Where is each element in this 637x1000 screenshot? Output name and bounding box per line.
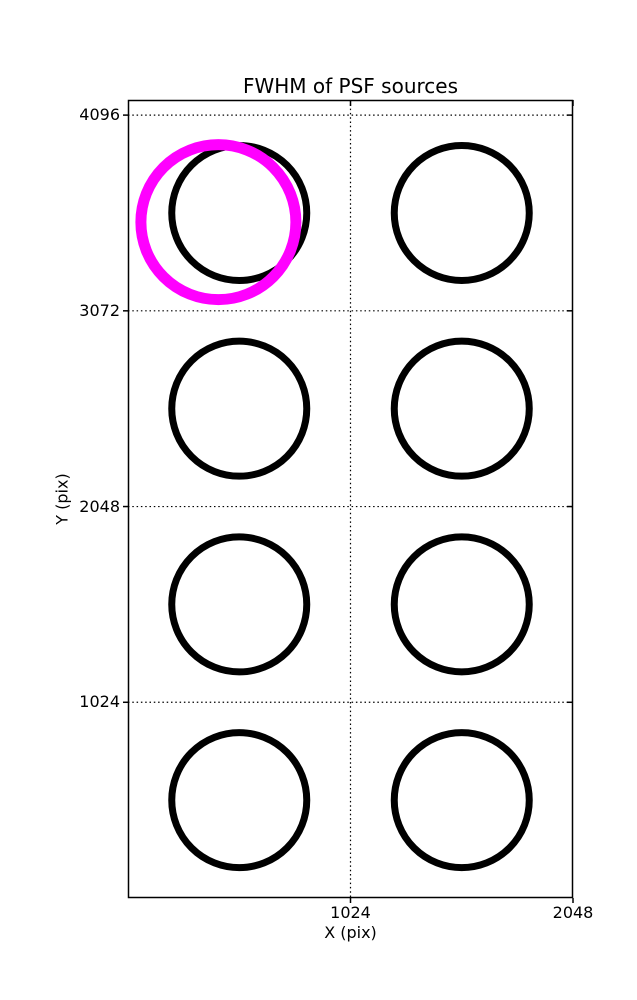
psf-source-marker (168, 729, 311, 872)
x-axis-label: X (pix) (324, 923, 377, 942)
psf-source-marker (390, 533, 533, 676)
psf-source-marker (390, 337, 533, 480)
y-tick-label: 3072 (79, 300, 120, 320)
axes (123, 99, 574, 903)
y-tick-label: 1024 (79, 692, 120, 712)
plot-area (123, 99, 574, 903)
x-tick-label: 1024 (330, 903, 371, 922)
axes-border (127, 99, 574, 899)
psf-source-marker (168, 337, 311, 480)
y-tick-label: 2048 (79, 496, 120, 516)
x-tick-label: 2048 (552, 903, 594, 922)
plot-title: FWHM of PSF sources (242, 74, 459, 98)
y-tick-label: 4096 (79, 105, 120, 125)
highlighted-source-marker (135, 139, 302, 306)
y-axis-label: Y (pix) (52, 473, 72, 525)
psf-source-marker (390, 141, 533, 284)
psf-source-marker (390, 729, 533, 872)
psf-source-marker (168, 533, 311, 676)
